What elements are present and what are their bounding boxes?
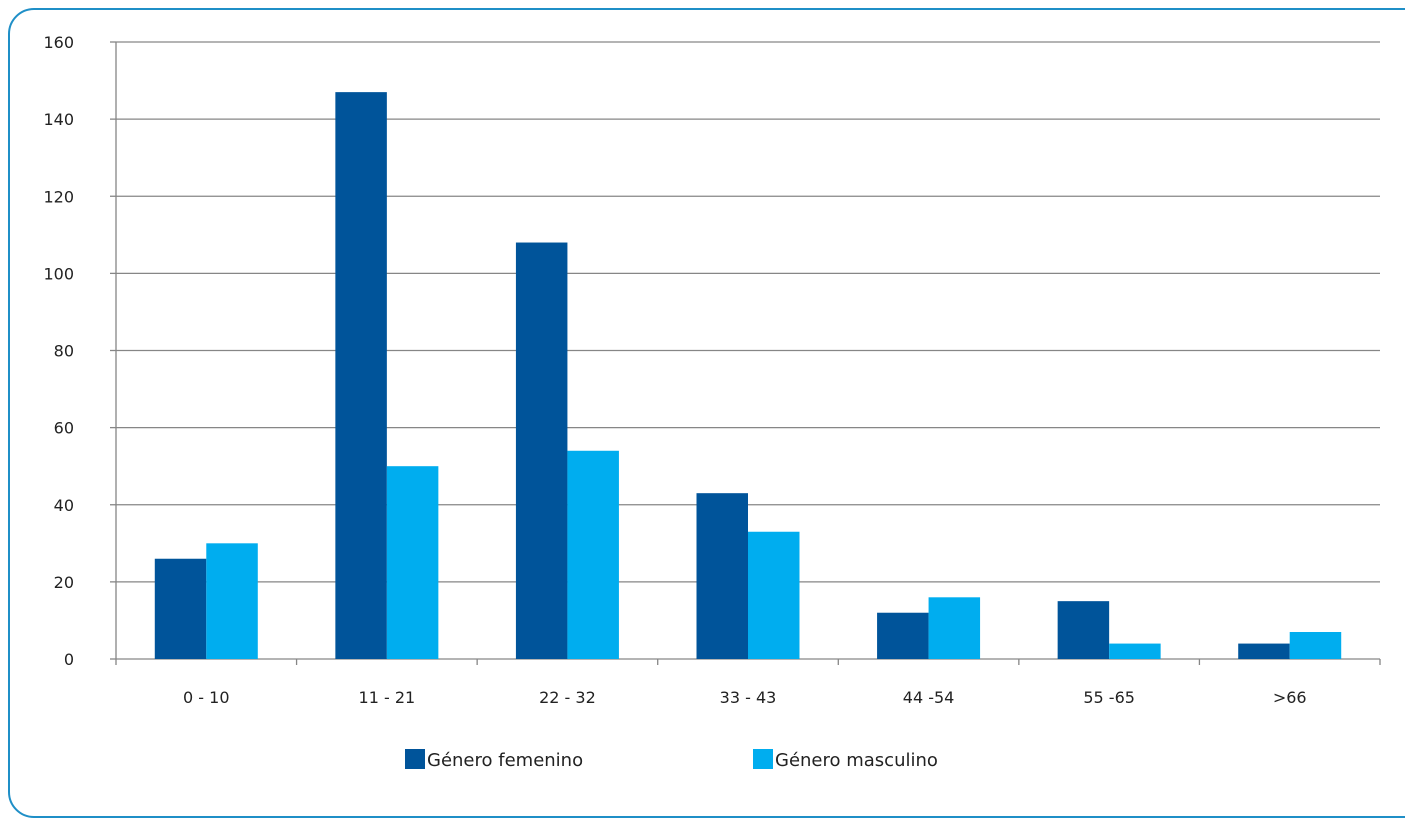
legend-swatch: [753, 749, 773, 769]
y-tick-label: 120: [43, 187, 74, 206]
y-tick-label: 140: [43, 110, 74, 129]
x-axis-labels: 0 - 10 11 - 21 22 - 32 33 - 43 44 -54 55 -65 >…: [183, 688, 1307, 707]
bar-femenino: [696, 493, 748, 659]
bar-masculino: [928, 597, 981, 659]
chart-frame: [8, 8, 1405, 818]
bar-masculino: [206, 543, 258, 659]
bar-femenino: [1238, 643, 1290, 659]
bar-masculino: [386, 466, 439, 659]
bar-masculino: [567, 450, 619, 659]
bar-chart: 0 20 40 60 80 100 120 140 160 0 - 10 11 - 21 22 - …: [43, 33, 1381, 771]
y-tick-label: 60: [54, 419, 74, 438]
bar-femenino: [1057, 601, 1110, 659]
bar-masculino: [748, 531, 800, 659]
y-tick-label: 40: [54, 496, 74, 515]
legend-swatch: [405, 749, 425, 769]
bar-femenino: [877, 612, 929, 659]
bars: [154, 92, 1342, 660]
y-tick-label: 0: [64, 650, 74, 669]
x-tick-label: 0 - 10: [183, 688, 229, 707]
x-tick-label: 11 - 21: [359, 688, 416, 707]
x-tick-label: 22 - 32: [539, 688, 596, 707]
y-tick-label: 20: [54, 573, 74, 592]
legend-label: Género femenino: [427, 750, 583, 771]
bar-femenino: [515, 242, 568, 659]
y-axis-ticks: 0 20 40 60 80 100 120 140 160: [43, 33, 74, 669]
bar-masculino: [1109, 643, 1161, 659]
bar-masculino: [1289, 632, 1342, 659]
bar-femenino: [335, 92, 387, 660]
x-tick-label: >66: [1273, 688, 1307, 707]
legend: Género femenino Género masculino: [405, 749, 938, 771]
x-tick-label: 33 - 43: [720, 688, 777, 707]
x-tick-label: 44 -54: [903, 688, 955, 707]
y-tick-label: 160: [43, 33, 74, 52]
x-tick-label: 55 -65: [1083, 688, 1135, 707]
legend-label: Género masculino: [775, 750, 938, 771]
y-tick-label: 100: [43, 264, 74, 283]
bar-femenino: [154, 558, 207, 659]
y-tick-label: 80: [54, 342, 74, 361]
